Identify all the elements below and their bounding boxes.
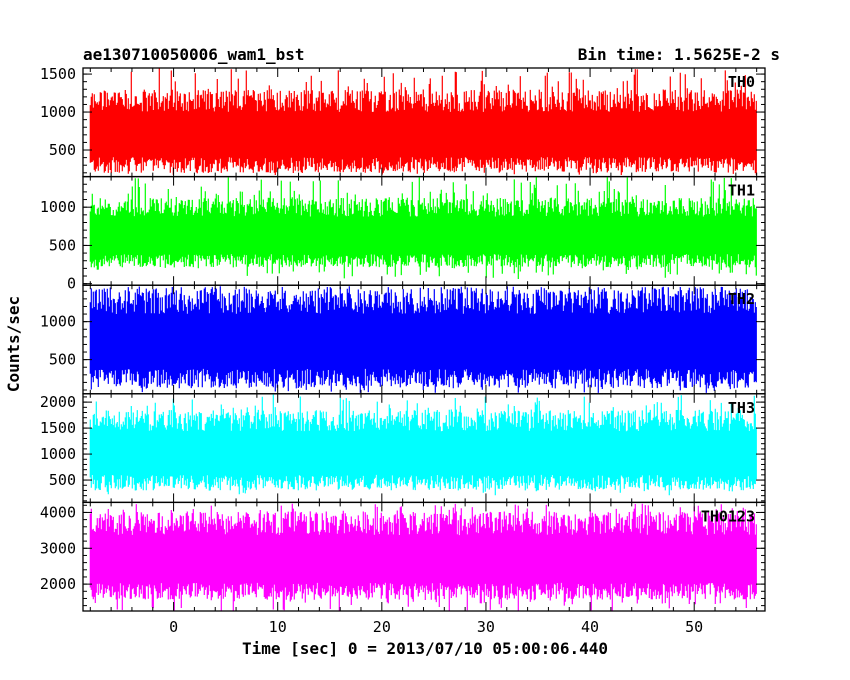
y-tick-label-th1: 0 xyxy=(67,275,76,293)
y-tick-label-th2: 500 xyxy=(49,351,76,369)
y-tick-label-th1: 500 xyxy=(49,236,76,254)
y-tick-label-th1: 1000 xyxy=(40,198,76,216)
x-tick-label: 40 xyxy=(581,618,599,636)
series-trace-th2 xyxy=(89,286,757,393)
y-tick-label-th0123: 2000 xyxy=(40,575,76,593)
y-tick-label-th0123: 4000 xyxy=(40,503,76,521)
x-tick-label: 0 xyxy=(169,618,178,636)
x-tick-label: 20 xyxy=(373,618,391,636)
y-tick-label-th0123: 3000 xyxy=(40,539,76,557)
panel-name-th3: TH3 xyxy=(728,399,755,417)
panel-frame-th0123 xyxy=(82,501,766,612)
y-tick-label-th3: 2000 xyxy=(40,393,76,411)
chart-title-right: Bin time: 1.5625E-2 s xyxy=(578,45,780,64)
x-tick-label: 10 xyxy=(269,618,287,636)
y-tick-label-th3: 500 xyxy=(49,471,76,489)
y-tick-label-th3: 1000 xyxy=(40,445,76,463)
y-tick-label-th2: 1000 xyxy=(40,313,76,331)
chart-title-left: ae130710050006_wam1_bst xyxy=(83,45,305,64)
series-trace-th1 xyxy=(89,176,757,279)
y-tick-label-th0: 1500 xyxy=(40,65,76,83)
x-axis-label: Time [sec] 0 = 2013/07/10 05:00:06.440 xyxy=(242,639,608,658)
x-tick-label: 30 xyxy=(477,618,495,636)
y-tick-label-th0: 1000 xyxy=(40,103,76,121)
series-trace-th3 xyxy=(89,394,757,496)
x-tick-label: 50 xyxy=(685,618,703,636)
series-trace-th0 xyxy=(89,68,757,175)
y-axis-label: Counts/sec xyxy=(4,296,23,392)
series-trace-th0123 xyxy=(89,503,757,611)
panel-name-th0123: TH0123 xyxy=(701,507,755,525)
y-tick-label-th0: 500 xyxy=(49,141,76,159)
panel-name-th1: TH1 xyxy=(728,182,755,200)
panel-name-th0: TH0 xyxy=(728,73,755,91)
y-tick-label-th3: 1500 xyxy=(40,419,76,437)
panel-name-th2: TH2 xyxy=(728,290,755,308)
